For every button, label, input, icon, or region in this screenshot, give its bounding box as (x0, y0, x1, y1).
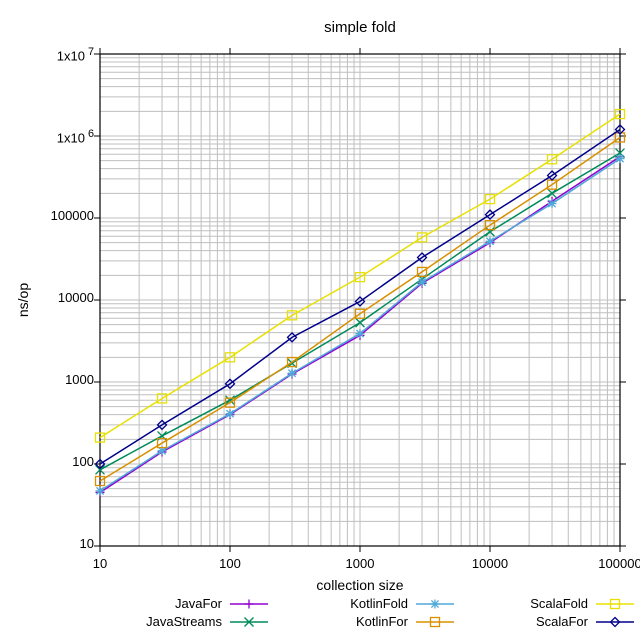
y-tick-label: 10 (22, 535, 94, 555)
y-tick-label: 100 (22, 453, 94, 473)
legend-label: JavaStreams (146, 614, 222, 629)
y-tick-label: 1x10 7 (22, 43, 94, 63)
chart-title: simple fold (324, 19, 396, 36)
line-chart: simple fold 10 100 1000 10000 100000 10 100 1000… (0, 0, 640, 640)
x-tick-label: 10 (93, 556, 107, 571)
y-tick-label: 1000 (22, 371, 94, 391)
x-tick-label: 10000 (472, 556, 508, 571)
legend-label: KotlinFold (350, 596, 408, 611)
grid (100, 54, 620, 546)
x-tick-label: 100000 (598, 556, 640, 571)
legend-label: ScalaFold (530, 596, 588, 611)
y-tick-label: 1x10 6 (22, 125, 94, 145)
legend: JavaFor JavaStreams KotlinFold KotlinFor Sca… (146, 596, 634, 629)
legend-label: JavaFor (175, 596, 223, 611)
legend-label: KotlinFor (356, 614, 409, 629)
x-tick-label: 100 (219, 556, 241, 571)
x-axis-label: collection size (316, 577, 403, 593)
y-axis-label: ns/op (15, 283, 31, 317)
x-tick-label: 1000 (346, 556, 375, 571)
y-tick-label: 100000 (22, 207, 94, 227)
y-tick-label: 10000 (22, 289, 94, 309)
legend-label: ScalaFor (536, 614, 589, 629)
